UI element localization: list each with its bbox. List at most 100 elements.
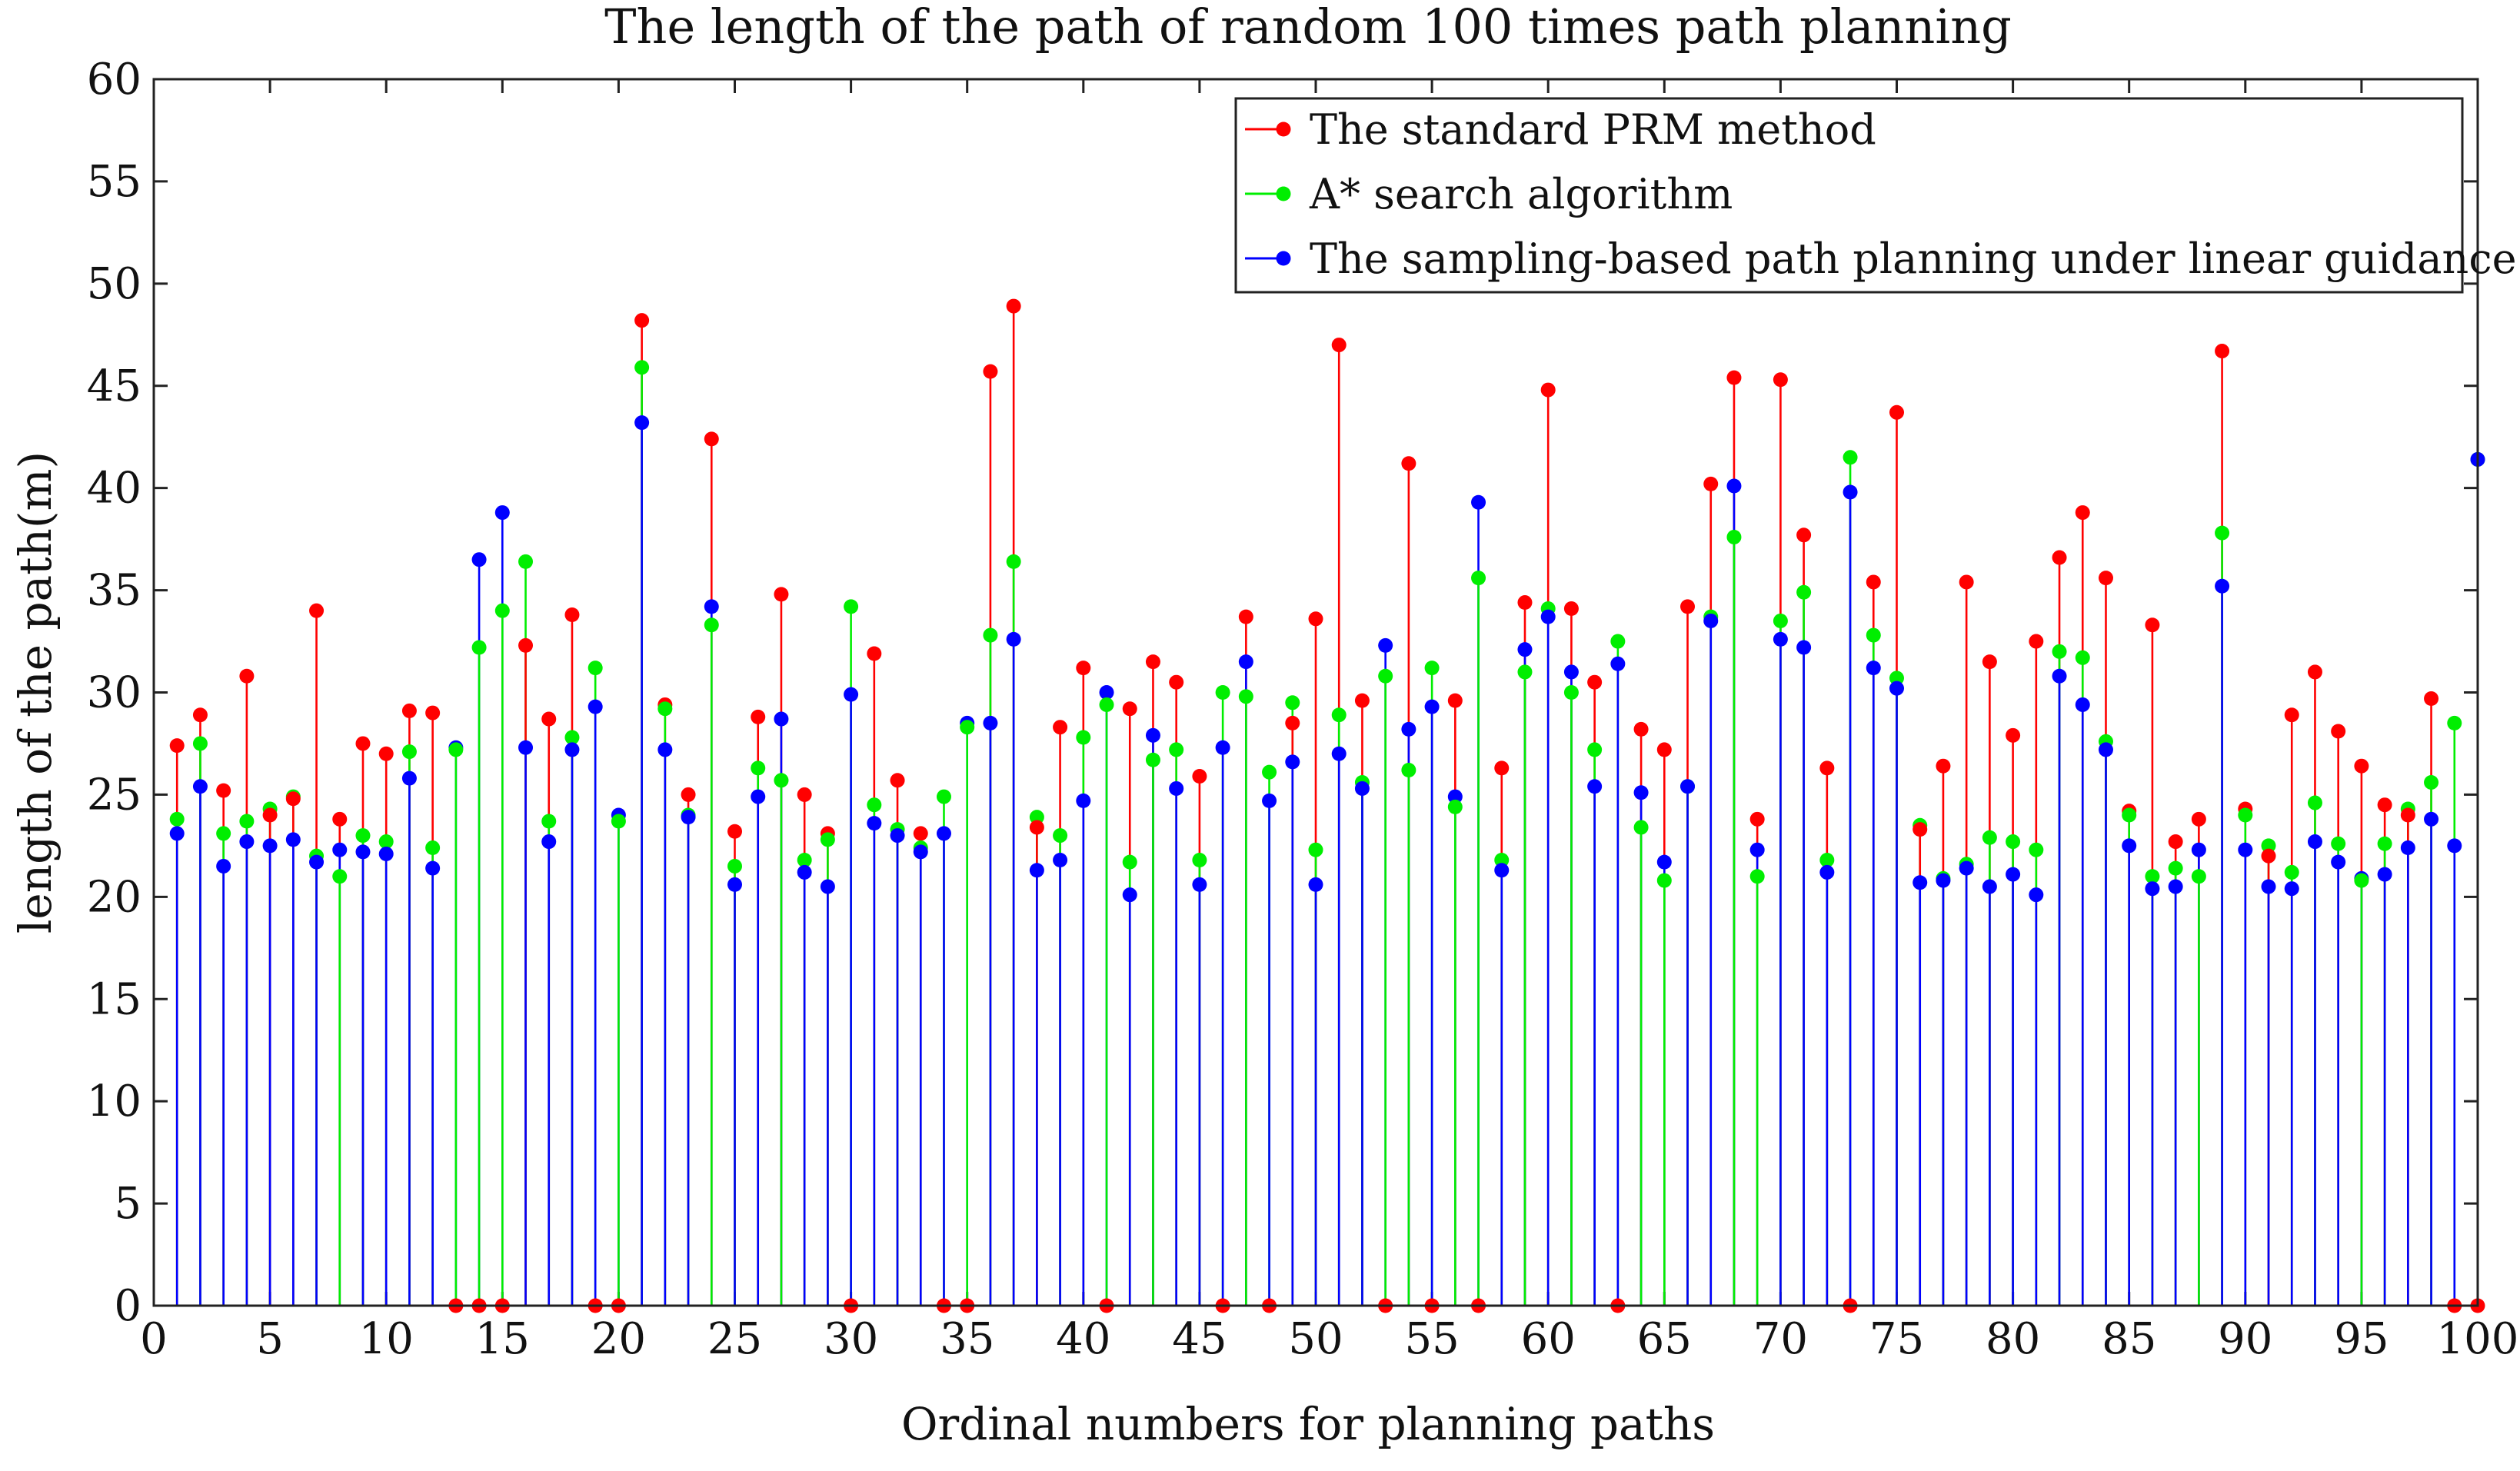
- marker-astar: [1076, 730, 1091, 745]
- legend-label: The standard PRM method: [1310, 105, 1876, 154]
- legend-marker: [1276, 251, 1291, 266]
- marker-astar: [1517, 664, 1533, 680]
- y-tick-label: 30: [87, 668, 141, 718]
- marker-prm: [797, 787, 812, 802]
- x-tick-label: 10: [359, 1314, 414, 1364]
- marker-guided: [1610, 656, 1626, 671]
- marker-guided: [1424, 699, 1440, 714]
- y-tick-label: 50: [87, 259, 141, 309]
- legend-label: The sampling-based path planning under l…: [1310, 235, 2517, 283]
- marker-astar: [1145, 752, 1160, 767]
- marker-prm: [285, 791, 301, 807]
- marker-astar: [727, 858, 742, 874]
- x-tick-label: 35: [940, 1314, 994, 1364]
- marker-astar: [1285, 695, 1300, 711]
- marker-astar: [1238, 689, 1253, 704]
- marker-astar: [774, 773, 789, 788]
- marker-guided: [1866, 661, 1881, 676]
- marker-guided: [1169, 780, 1184, 796]
- marker-guided: [1262, 793, 1277, 808]
- x-tick-label: 25: [707, 1314, 762, 1364]
- marker-prm: [564, 607, 580, 622]
- marker-prm: [332, 811, 348, 827]
- marker-guided: [2307, 834, 2322, 850]
- marker-guided: [820, 879, 835, 894]
- marker-prm: [355, 736, 371, 751]
- marker-prm: [1308, 611, 1323, 627]
- marker-prm: [2145, 617, 2160, 633]
- marker-prm: [1633, 721, 1649, 737]
- marker-prm: [727, 824, 742, 839]
- marker-guided: [1843, 484, 1858, 500]
- marker-guided: [2284, 881, 2299, 897]
- marker-astar: [960, 720, 975, 735]
- marker-astar: [216, 826, 231, 841]
- x-tick-label: 85: [2102, 1314, 2156, 1364]
- marker-astar: [2145, 869, 2160, 884]
- marker-astar: [2354, 873, 2369, 888]
- legend-marker: [1276, 186, 1291, 201]
- marker-prm: [2424, 691, 2439, 706]
- marker-guided: [2006, 867, 2021, 882]
- x-tick-label: 60: [1521, 1314, 1576, 1364]
- y-tick-label: 60: [87, 55, 141, 105]
- marker-astar: [1866, 627, 1881, 643]
- marker-guided: [1889, 681, 1904, 696]
- marker-prm: [2400, 807, 2415, 823]
- marker-guided: [239, 834, 255, 850]
- marker-astar: [820, 832, 835, 847]
- x-tick-label: 90: [2218, 1314, 2272, 1364]
- marker-astar: [2238, 807, 2253, 823]
- chart-title: The length of the path of random 100 tim…: [604, 0, 2012, 55]
- x-tick-label: 5: [256, 1314, 284, 1364]
- marker-guided: [1749, 842, 1765, 857]
- marker-prm: [1122, 701, 1137, 717]
- marker-astar: [1192, 852, 1207, 867]
- marker-prm: [425, 705, 441, 721]
- marker-guided: [890, 828, 905, 844]
- marker-prm: [1447, 693, 1463, 708]
- marker-astar: [611, 814, 626, 829]
- marker-astar: [1262, 764, 1277, 780]
- marker-prm: [1169, 674, 1184, 690]
- marker-guided: [332, 842, 348, 857]
- marker-prm: [541, 711, 557, 727]
- marker-prm: [2215, 344, 2230, 359]
- marker-guided: [2145, 881, 2160, 897]
- marker-prm: [1796, 527, 1812, 543]
- marker-prm: [2098, 571, 2113, 586]
- marker-guided: [1354, 780, 1370, 796]
- marker-guided: [681, 810, 696, 825]
- marker-astar: [1378, 668, 1393, 684]
- marker-prm: [239, 668, 255, 684]
- markers-layer: [169, 298, 2485, 1313]
- marker-astar: [401, 744, 417, 760]
- marker-astar: [192, 736, 208, 751]
- marker-prm: [983, 364, 998, 379]
- marker-guided: [1192, 877, 1207, 892]
- marker-prm: [634, 313, 650, 328]
- marker-guided: [2238, 842, 2253, 857]
- x-tick-label: 40: [1056, 1314, 1110, 1364]
- marker-astar: [1982, 830, 1997, 845]
- marker-astar: [1006, 554, 1021, 569]
- marker-prm: [2307, 664, 2322, 680]
- marker-guided: [1912, 875, 1928, 890]
- marker-prm: [681, 787, 696, 802]
- marker-prm: [2284, 707, 2299, 723]
- marker-astar: [2122, 807, 2137, 823]
- x-tick-label: 45: [1172, 1314, 1227, 1364]
- marker-astar: [471, 640, 487, 655]
- marker-astar: [936, 789, 951, 804]
- marker-guided: [564, 742, 580, 757]
- marker-guided: [425, 860, 441, 876]
- marker-guided: [1936, 873, 1951, 888]
- x-tick-label: 30: [824, 1314, 878, 1364]
- marker-astar: [1053, 828, 1068, 844]
- marker-guided: [1308, 877, 1323, 892]
- marker-prm: [169, 738, 185, 754]
- marker-prm: [2331, 724, 2346, 739]
- marker-astar: [1610, 634, 1626, 649]
- marker-astar: [2168, 860, 2183, 876]
- marker-astar: [1889, 671, 1904, 686]
